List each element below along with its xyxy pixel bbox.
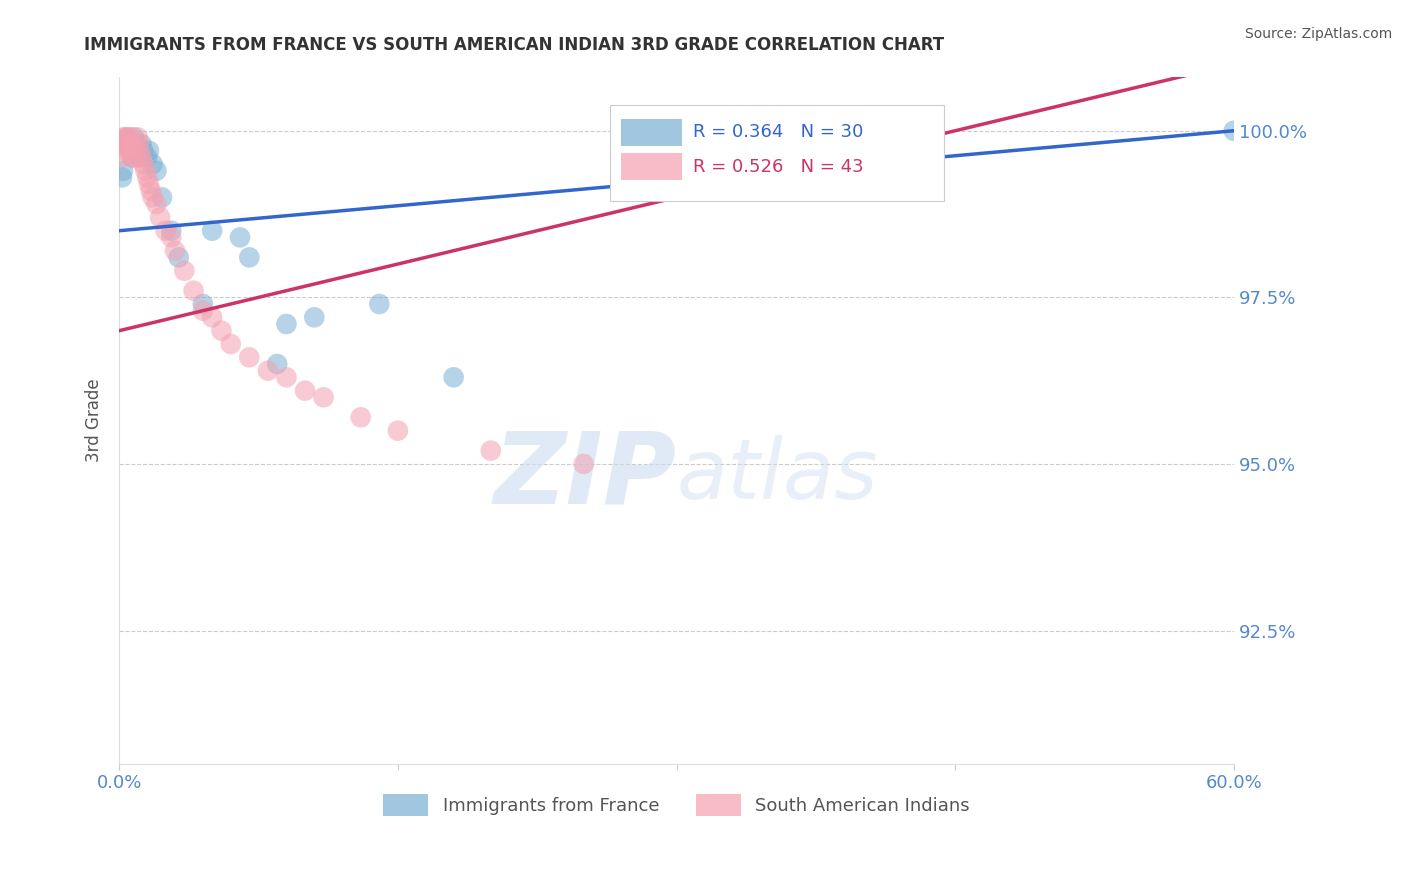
- Y-axis label: 3rd Grade: 3rd Grade: [86, 379, 103, 462]
- Point: [128, 150, 150, 164]
- Point: [139, 184, 162, 198]
- Point: [145, 163, 167, 178]
- Point: [114, 130, 136, 145]
- Point: [121, 150, 143, 164]
- Point: [117, 137, 139, 152]
- Point: [115, 130, 138, 145]
- Point: [114, 137, 136, 152]
- Text: R = 0.364   N = 30: R = 0.364 N = 30: [693, 123, 863, 141]
- Point: [111, 170, 134, 185]
- Point: [191, 297, 214, 311]
- Point: [136, 170, 159, 185]
- Point: [229, 230, 252, 244]
- Point: [443, 370, 465, 384]
- Point: [219, 337, 242, 351]
- Point: [122, 137, 145, 152]
- Point: [142, 157, 165, 171]
- Point: [111, 137, 134, 152]
- Point: [134, 163, 156, 178]
- Point: [132, 144, 155, 158]
- Point: [257, 364, 280, 378]
- Point: [127, 130, 149, 145]
- Text: ZIP: ZIP: [494, 427, 676, 524]
- Text: IMMIGRANTS FROM FRANCE VS SOUTH AMERICAN INDIAN 3RD GRADE CORRELATION CHART: IMMIGRANTS FROM FRANCE VS SOUTH AMERICAN…: [84, 36, 945, 54]
- Point: [122, 130, 145, 145]
- Point: [387, 424, 409, 438]
- Point: [111, 163, 134, 178]
- Point: [115, 137, 138, 152]
- Point: [142, 190, 165, 204]
- Text: atlas: atlas: [676, 435, 879, 516]
- Point: [128, 144, 150, 158]
- Point: [132, 157, 155, 171]
- Point: [191, 303, 214, 318]
- Point: [238, 351, 260, 365]
- Point: [127, 144, 149, 158]
- Point: [183, 284, 205, 298]
- Legend: Immigrants from France, South American Indians: Immigrants from France, South American I…: [375, 787, 977, 823]
- Point: [118, 144, 141, 158]
- Point: [572, 457, 595, 471]
- Text: R = 0.526   N = 43: R = 0.526 N = 43: [693, 158, 863, 176]
- Point: [201, 224, 224, 238]
- Point: [131, 150, 153, 164]
- Point: [125, 137, 148, 152]
- Point: [120, 130, 142, 145]
- Point: [149, 211, 172, 225]
- Point: [155, 224, 177, 238]
- Point: [160, 224, 183, 238]
- Point: [128, 137, 150, 152]
- Point: [138, 144, 160, 158]
- Point: [138, 177, 160, 191]
- Point: [145, 197, 167, 211]
- Point: [294, 384, 316, 398]
- Point: [312, 390, 335, 404]
- Point: [304, 310, 326, 325]
- Point: [150, 190, 173, 204]
- Point: [1223, 124, 1246, 138]
- Point: [238, 251, 260, 265]
- Point: [209, 324, 232, 338]
- Point: [167, 251, 190, 265]
- Point: [163, 244, 186, 258]
- Point: [117, 130, 139, 145]
- Point: [121, 150, 143, 164]
- Point: [110, 150, 132, 164]
- Text: Source: ZipAtlas.com: Source: ZipAtlas.com: [1244, 27, 1392, 41]
- Point: [111, 130, 134, 145]
- Point: [122, 144, 145, 158]
- Bar: [621, 119, 682, 146]
- Point: [114, 144, 136, 158]
- Point: [173, 263, 195, 277]
- Point: [160, 230, 183, 244]
- Point: [266, 357, 288, 371]
- Point: [125, 150, 148, 164]
- Bar: [610, 105, 943, 201]
- Point: [136, 150, 159, 164]
- Point: [201, 310, 224, 325]
- Point: [131, 137, 153, 152]
- Point: [368, 297, 391, 311]
- Point: [120, 144, 142, 158]
- Point: [276, 370, 298, 384]
- Point: [276, 317, 298, 331]
- Point: [350, 410, 373, 425]
- Point: [479, 443, 502, 458]
- Bar: [621, 153, 682, 180]
